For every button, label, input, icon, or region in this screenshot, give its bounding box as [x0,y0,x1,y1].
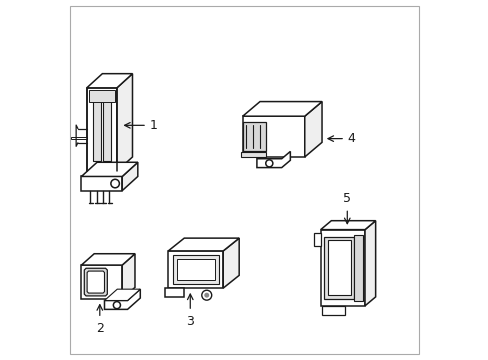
Polygon shape [304,102,322,157]
Text: 2: 2 [96,322,103,335]
Polygon shape [172,255,219,284]
Polygon shape [320,221,375,230]
Text: 5: 5 [343,192,350,205]
Circle shape [202,290,211,300]
Circle shape [111,179,119,188]
Circle shape [204,293,209,298]
Text: 1: 1 [149,119,157,132]
Polygon shape [322,306,345,315]
Polygon shape [256,152,290,168]
Polygon shape [168,251,223,288]
Polygon shape [324,237,354,299]
Polygon shape [117,74,132,171]
Polygon shape [104,289,140,301]
Polygon shape [88,90,115,102]
Polygon shape [177,260,214,280]
Polygon shape [81,162,138,176]
Polygon shape [102,99,110,161]
Polygon shape [242,102,322,116]
Polygon shape [164,288,184,297]
Polygon shape [320,230,364,306]
Polygon shape [364,221,375,306]
Polygon shape [313,233,320,246]
Polygon shape [242,122,265,151]
Polygon shape [242,116,304,157]
Polygon shape [86,74,132,88]
Polygon shape [223,238,239,288]
Polygon shape [354,235,363,301]
Circle shape [265,160,272,167]
Polygon shape [104,289,140,309]
Polygon shape [87,271,104,293]
Text: 4: 4 [347,132,355,145]
Text: 3: 3 [186,315,194,328]
Polygon shape [86,88,117,171]
Polygon shape [71,138,86,139]
Circle shape [113,302,120,309]
Polygon shape [327,240,350,295]
Polygon shape [122,254,135,299]
Polygon shape [122,162,138,191]
Polygon shape [81,176,122,191]
Polygon shape [93,99,101,161]
Polygon shape [241,152,265,157]
Polygon shape [84,268,107,296]
Polygon shape [81,265,122,299]
Polygon shape [168,238,239,251]
Polygon shape [81,254,135,265]
